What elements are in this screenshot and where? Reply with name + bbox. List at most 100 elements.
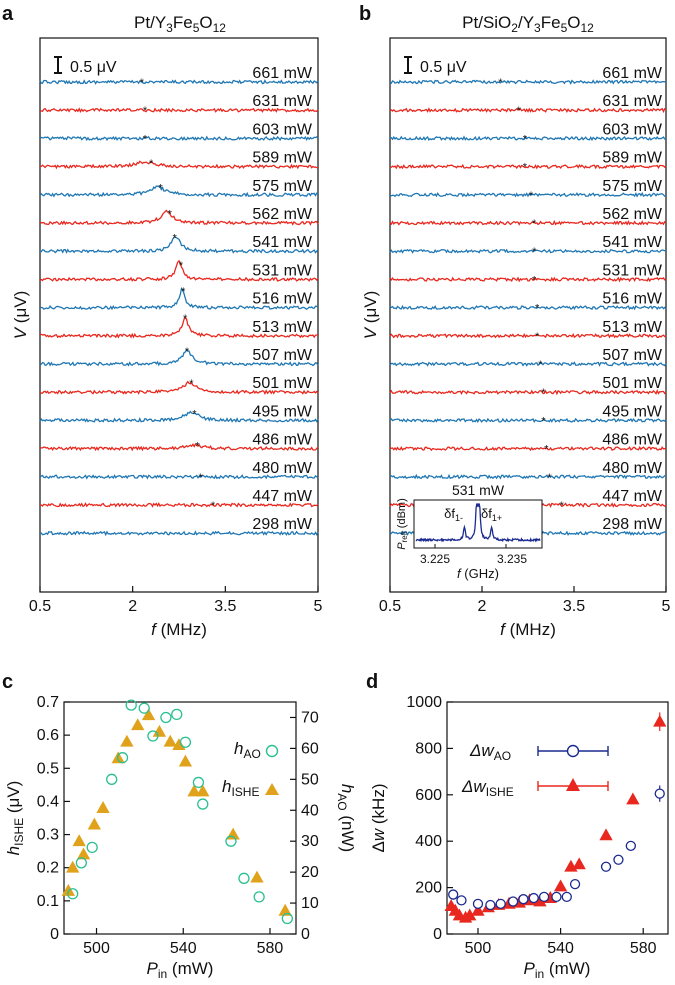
panel-a-peak-marker-8: *: [181, 286, 186, 298]
panel-b-peak-marker-5: *: [532, 218, 537, 230]
panel-b-peak-marker-14: *: [547, 472, 552, 484]
panel-a-ylabel: V (μV): [11, 291, 30, 340]
panel-b-peak-marker-0: *: [498, 77, 503, 89]
h-ao-point-3: [106, 773, 118, 785]
legend-h-ao: hAO: [234, 739, 261, 761]
dw-ao-point-6: [518, 894, 529, 905]
panel-b-trace-label-8: 516 mW: [602, 291, 662, 308]
h-ishe-point-8: [131, 718, 145, 731]
panel-c-ylabel-right: hAO (nW): [335, 784, 357, 852]
panel-b-trace-4: [389, 191, 667, 198]
panel-a-trace-7: [39, 259, 319, 282]
panel-b-trace-label-11: 501 mW: [602, 375, 662, 392]
panel-d-ytick-label-1: 200: [415, 880, 442, 897]
panel-b-xtick-label-3: 5: [662, 598, 671, 615]
panel-b-trace-label-3: 589 mW: [602, 150, 662, 167]
h-ishe-point-1: [66, 860, 80, 873]
panel-a-peak-marker-12: *: [192, 408, 197, 420]
dw-ao-point-7: [528, 892, 539, 904]
panel-a-peak-marker-13: *: [195, 441, 200, 453]
legend-dw-ishe-marker: [566, 778, 580, 791]
panel-a-trace-8: [39, 286, 319, 311]
panel-a-trace-16: [39, 530, 319, 537]
dw-ao-point-9: [551, 891, 562, 903]
panel-b-trace-label-16: 298 mW: [602, 516, 662, 533]
h-ishe-point-17: [250, 870, 264, 883]
inset-peak-label-plus: δf1+: [481, 506, 502, 523]
dw-ao-point-3: [485, 899, 496, 911]
panel-c-ytick-right-label-0: 0: [301, 926, 310, 943]
panel-c-ytick-right-label-2: 20: [301, 864, 319, 881]
dw-ao-point-2: [472, 898, 484, 909]
panel-a-trace-label-2: 603 mW: [252, 121, 312, 138]
panel-a-peak-marker-1: *: [143, 105, 148, 117]
panel-c-ytick-right-label-1: 10: [301, 895, 319, 912]
panel-a-trace-14: [39, 474, 319, 480]
panel-c-frame: [63, 701, 297, 935]
h-ao-point-5: [125, 699, 137, 711]
panel-a-trace-label-14: 480 mW: [252, 460, 312, 477]
panel-letter-c: c: [2, 671, 13, 693]
panel-a-x-axis: 0.5 2 3.5 5: [29, 586, 323, 615]
panel-a-trace-4: [39, 185, 319, 198]
panel-b-trace-11: [389, 389, 667, 396]
panel-a-trace-label-12: 495 mW: [252, 403, 312, 420]
panel-a-peak-marker-14: *: [198, 472, 203, 484]
panel-a-trace-label-0: 661 mW: [252, 65, 312, 82]
legend-h-ishe: hISHE: [222, 777, 259, 799]
panel-b-xlabel: f (MHz): [500, 620, 556, 639]
panel-a-trace-label-9: 513 mW: [252, 319, 312, 336]
panel-c-ytick-label-6: 0.6: [37, 727, 59, 744]
panel-a-xtick-label-0: 0.5: [29, 598, 51, 615]
panel-d-ylabel: Δw (kHz): [369, 784, 388, 853]
panel-c-ytick-right-label-5: 50: [301, 771, 319, 788]
panel-a-peak-marker-15: *: [211, 500, 216, 512]
panel-a-xlabel: f (MHz): [151, 620, 207, 639]
panel-a-xtick-label-3: 5: [314, 598, 323, 615]
panel-a-title: Pt/Y3Fe5O12: [134, 13, 226, 35]
dw-ao-point-13: [613, 854, 624, 865]
inset-spectrum-line: [415, 503, 541, 543]
h-ishe-point-10: [152, 724, 167, 737]
panel-a-traces: * 661 mW * 631 mW * 603 mW * 589 mW * 575 mW * 562 …: [39, 65, 319, 537]
panel-b-peak-marker-12: *: [541, 415, 546, 427]
panel-a-trace-label-11: 501 mW: [252, 375, 312, 392]
inset-xlabel: f (GHz): [457, 566, 499, 581]
inset-title: 531 mW: [452, 482, 505, 498]
panel-b-trace-label-4: 575 mW: [602, 178, 662, 195]
panel-b-x-axis: 0.5 2 3.5 5: [379, 586, 671, 615]
h-ao-point-12: [197, 798, 209, 810]
panel-a-frame: [39, 37, 319, 593]
h-ishe-point-11: [163, 734, 177, 747]
h-ao-point-11: [192, 776, 205, 789]
legend-h-ao-marker: [265, 744, 279, 758]
panel-c-ytick-right-label-3: 30: [301, 833, 319, 850]
panel-b-trace-13: [389, 445, 667, 452]
panel-a-peak-marker-0: *: [140, 77, 145, 89]
panel-b-peak-marker-11: *: [541, 387, 546, 399]
panel-a-xtick-label-2: 3.5: [214, 598, 236, 615]
h-ishe-point-9: [141, 708, 156, 721]
panel-b-trace-0: [389, 79, 667, 85]
panel-a-trace-3: [39, 160, 319, 170]
h-ao-point-6: [138, 702, 150, 714]
panel-a-peak-marker-7: *: [179, 260, 184, 272]
inset-peak-label-minus: δf1-: [444, 506, 463, 523]
inset-xtick-1: 3.225: [420, 552, 450, 566]
dw-ao-point-1: [456, 895, 467, 906]
panel-a-peak-marker-9: *: [183, 313, 188, 325]
panel-c-ytick-label-4: 0.4: [37, 793, 59, 810]
dw-ao-point-0: [448, 889, 459, 900]
h-ishe-point-14: [187, 784, 201, 797]
panel-b-trace-12: [389, 417, 667, 424]
panel-b-trace-14: [389, 473, 667, 480]
panel-a-peak-marker-2: *: [143, 133, 148, 145]
h-ishe-point-18: [278, 903, 292, 916]
panel-a-trace-12: [39, 410, 319, 423]
inset-spectrum: 531 mW δf1- δf1+ 3.225 3.235 f (GHz) Pre…: [396, 482, 543, 581]
panel-b-trace-label-0: 661 mW: [602, 65, 662, 82]
panel-c-ytick-label-3: 0.3: [37, 827, 59, 844]
panel-b-peak-marker-6: *: [532, 246, 537, 258]
panel-b-peak-marker-1: *: [517, 105, 522, 117]
dw-ishe-point-18: [653, 714, 667, 727]
